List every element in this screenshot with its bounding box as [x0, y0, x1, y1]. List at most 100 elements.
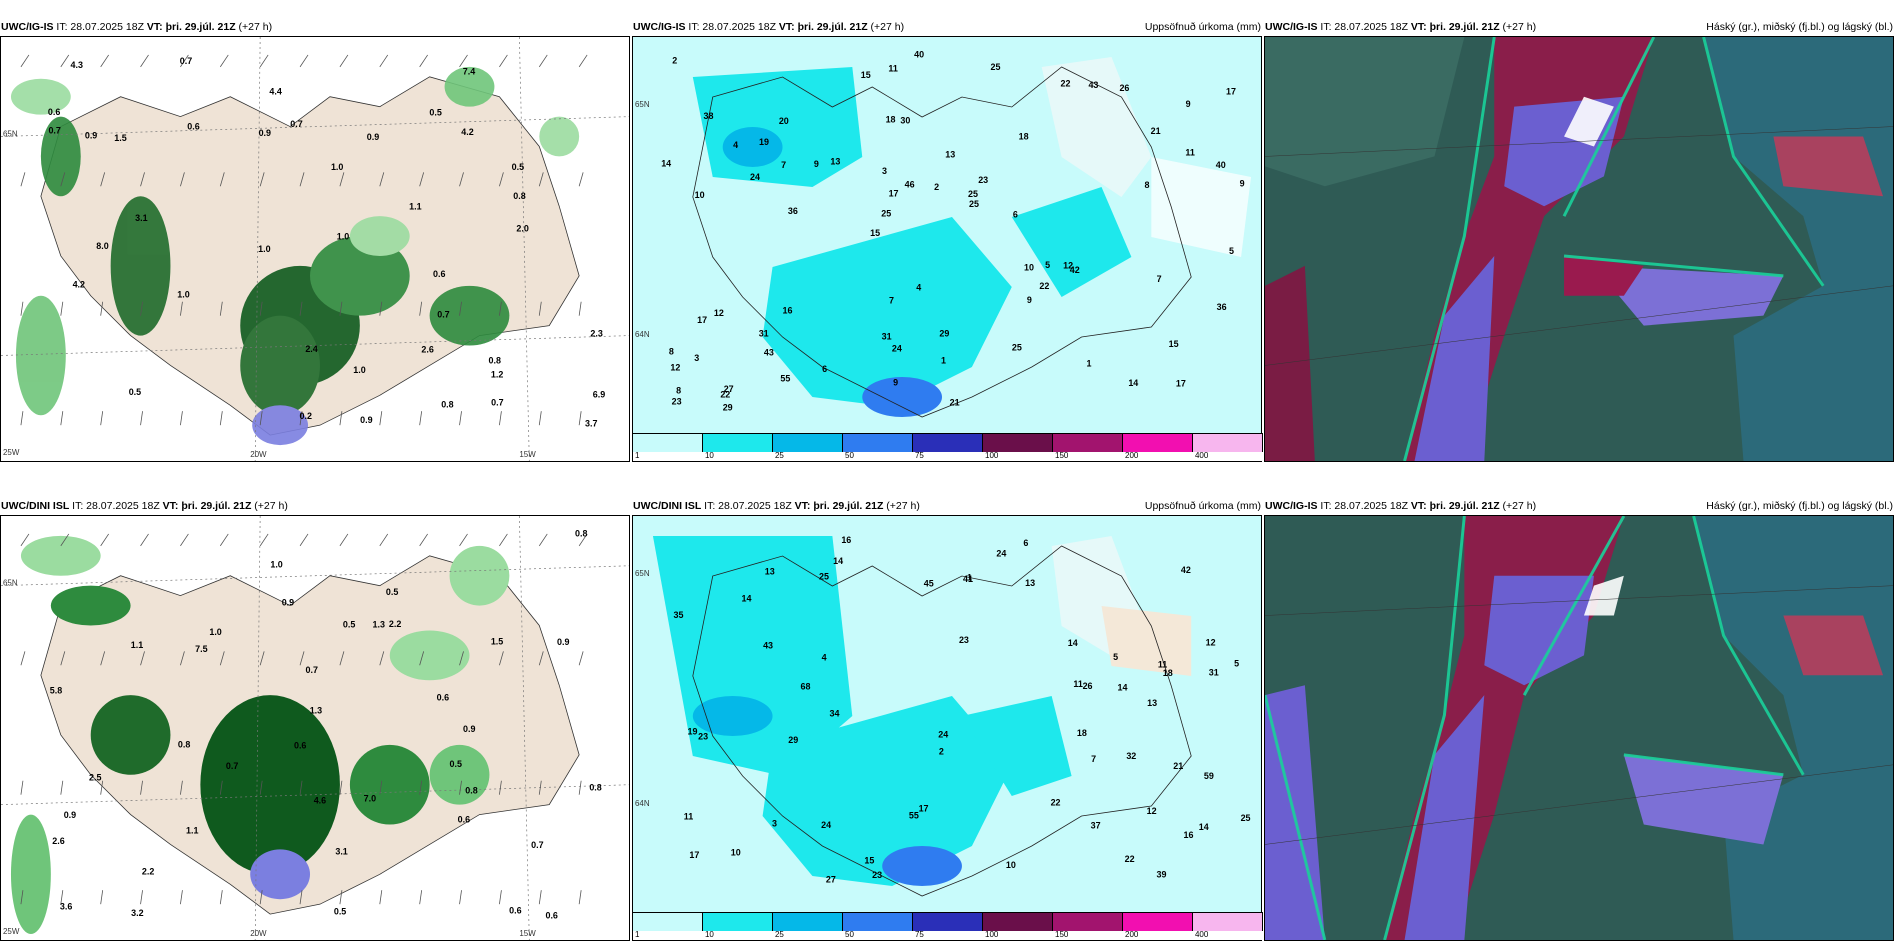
value-label: 21: [950, 398, 960, 408]
lead-time: (+27 h): [870, 21, 905, 33]
value-label: 14: [661, 158, 671, 168]
value-label: 11: [684, 811, 693, 821]
value-label: 0.5: [429, 108, 441, 118]
legend-swatch: [703, 913, 773, 931]
legend-color-boxes: [633, 912, 1263, 931]
wind-map[interactable]: 65N 25W 20W 15W 0.7 0.6 0.8 0.5 0.9 0.6 0.7 1.3…: [1, 516, 629, 940]
value-label: 46: [905, 179, 915, 189]
cloud-map-panel-top: UWC/IG-IS IT: 28.07.2025 18Z VT: þri. 29…: [1264, 21, 1894, 462]
value-label: 24: [750, 172, 760, 182]
value-label: 12: [670, 363, 680, 373]
value-label: 2.6: [52, 836, 64, 846]
value-label: 3: [882, 166, 887, 176]
value-label: 25: [1241, 813, 1251, 823]
precip-map-svg: 65N 64N 17109151827181312131243302342381…: [633, 37, 1261, 435]
value-label: 17: [697, 315, 707, 325]
legend-tick-label: 200: [1125, 930, 1139, 939]
value-label: 17: [919, 803, 929, 813]
value-label: 2.5: [89, 772, 101, 782]
value-label: 22: [1061, 78, 1071, 88]
value-label: 27: [724, 384, 734, 394]
wind-map-svg: 65N 25W 20W 15W 0.7 0.6 0.8 0.5 0.9 0.6 0.7 1.3…: [1, 516, 629, 940]
panel-header: UWC/IG-IS IT: 28.07.2025 18Z VT: þri. 29…: [633, 18, 1263, 36]
value-label: 29: [939, 328, 949, 338]
model-name: UWC/DINI ISL: [633, 500, 702, 512]
value-label: 19: [688, 726, 698, 736]
value-label: 18: [1163, 668, 1173, 678]
legend-ticks: 1 10 25 50 75 100 150 200 400: [633, 451, 1263, 461]
value-label: 3: [772, 819, 777, 829]
value-label: 6: [1023, 538, 1028, 548]
value-label: 15: [861, 70, 871, 80]
legend-tick-label: 100: [985, 451, 999, 460]
value-label: 8: [1145, 180, 1150, 190]
value-label: 13: [765, 567, 775, 577]
lat-label-2: 64N: [635, 330, 650, 339]
legend-swatch: [913, 434, 983, 452]
value-label: 13: [1025, 578, 1035, 588]
value-label: 1.0: [209, 627, 221, 637]
value-label: 15: [1169, 339, 1179, 349]
legend-swatch: [983, 434, 1053, 452]
value-label: 4: [822, 653, 827, 663]
value-label: 2.0: [516, 223, 528, 233]
value-label: 8.0: [96, 241, 108, 251]
value-label: 1.1: [409, 202, 421, 212]
value-label: 27: [826, 875, 836, 885]
precip-map[interactable]: 65N 64N 12 12 14 23 17 14 11 24 42 43 31 35 13 23 11 14…: [633, 516, 1261, 914]
value-label: 1.1: [131, 640, 143, 650]
lead-time: (+27 h): [238, 21, 273, 33]
value-label: 0.7: [491, 398, 503, 408]
value-label: 36: [788, 206, 798, 216]
value-label: 38: [703, 111, 713, 121]
valid-time: VT: þri. 29.júl. 21Z: [1410, 500, 1500, 512]
value-label: 7: [781, 160, 786, 170]
value-label: 68: [801, 682, 811, 692]
value-label: 0.7: [437, 309, 449, 319]
init-time: IT: 28.07.2025 18Z: [1320, 500, 1408, 512]
lon-label-left: 25W: [3, 927, 20, 936]
wind-map-panel-bottom: UWC/DINI ISL IT: 28.07.2025 18Z VT: þri.…: [0, 500, 630, 941]
legend-tick-label: 50: [845, 451, 854, 460]
value-label: 22: [1051, 797, 1061, 807]
value-label: 17: [1226, 86, 1236, 96]
value-label: 1: [967, 572, 972, 582]
value-label: 59: [1204, 771, 1214, 781]
value-label: 16: [841, 535, 851, 545]
value-label: 12: [714, 308, 724, 318]
lat-label-2: 64N: [635, 799, 650, 808]
value-label: 20: [779, 116, 789, 126]
legend-tick-label: 1: [635, 451, 640, 460]
value-label: 2.2: [389, 619, 401, 629]
lat-label: 65N: [3, 579, 18, 588]
cloud-map[interactable]: [1265, 516, 1893, 940]
value-label: 30: [900, 116, 910, 126]
model-name: UWC/IG-IS: [1265, 21, 1318, 33]
precip-map[interactable]: 65N 64N 17 10 9 15 18 27 18 13 12 13 12 43 30 23 42 38 1…: [633, 37, 1261, 435]
value-label: 3.7: [585, 419, 597, 429]
value-label: 24: [996, 549, 1006, 559]
value-label: 23: [978, 175, 988, 185]
panel-title: Uppsöfnuð úrkoma (mm): [1144, 21, 1261, 33]
value-label: 14: [1128, 378, 1138, 388]
value-label: 0.5: [512, 162, 524, 172]
panel-header: UWC/IG-IS IT: 28.07.2025 18Z VT: þri. 29…: [1265, 497, 1895, 515]
value-label: 0.9: [463, 724, 475, 734]
value-label: 2: [939, 747, 944, 757]
model-name: UWC/IG-IS: [1, 21, 54, 33]
value-label: 9: [893, 377, 898, 387]
precip-map-svg: 65N 64N 12121423171411244243313513231114…: [633, 516, 1261, 914]
value-label: 12: [1206, 638, 1216, 648]
value-label: 10: [1006, 860, 1016, 870]
valid-time: VT: þri. 29.júl. 21Z: [146, 21, 236, 33]
lon-label-20w: 20W: [250, 929, 267, 938]
value-label: 0.7: [306, 665, 318, 675]
value-label: 8: [676, 386, 681, 396]
legend-tick-label: 100: [985, 930, 999, 939]
value-label: 1.2: [491, 370, 503, 380]
wind-values: 0.7 0.6 0.8 0.5 0.9 0.6 0.7 1.3 0.6 0.8 0.9 1.1 0.5 0…: [50, 529, 602, 921]
legend-swatch: [1123, 913, 1193, 931]
wind-map[interactable]: 65N 25W 20W 15W 1.0 1.2 0.6 0.5 0.2 0.7 0.9 0.5…: [1, 37, 629, 461]
iceland-outline: [692, 66, 1192, 418]
cloud-map[interactable]: [1265, 37, 1893, 461]
